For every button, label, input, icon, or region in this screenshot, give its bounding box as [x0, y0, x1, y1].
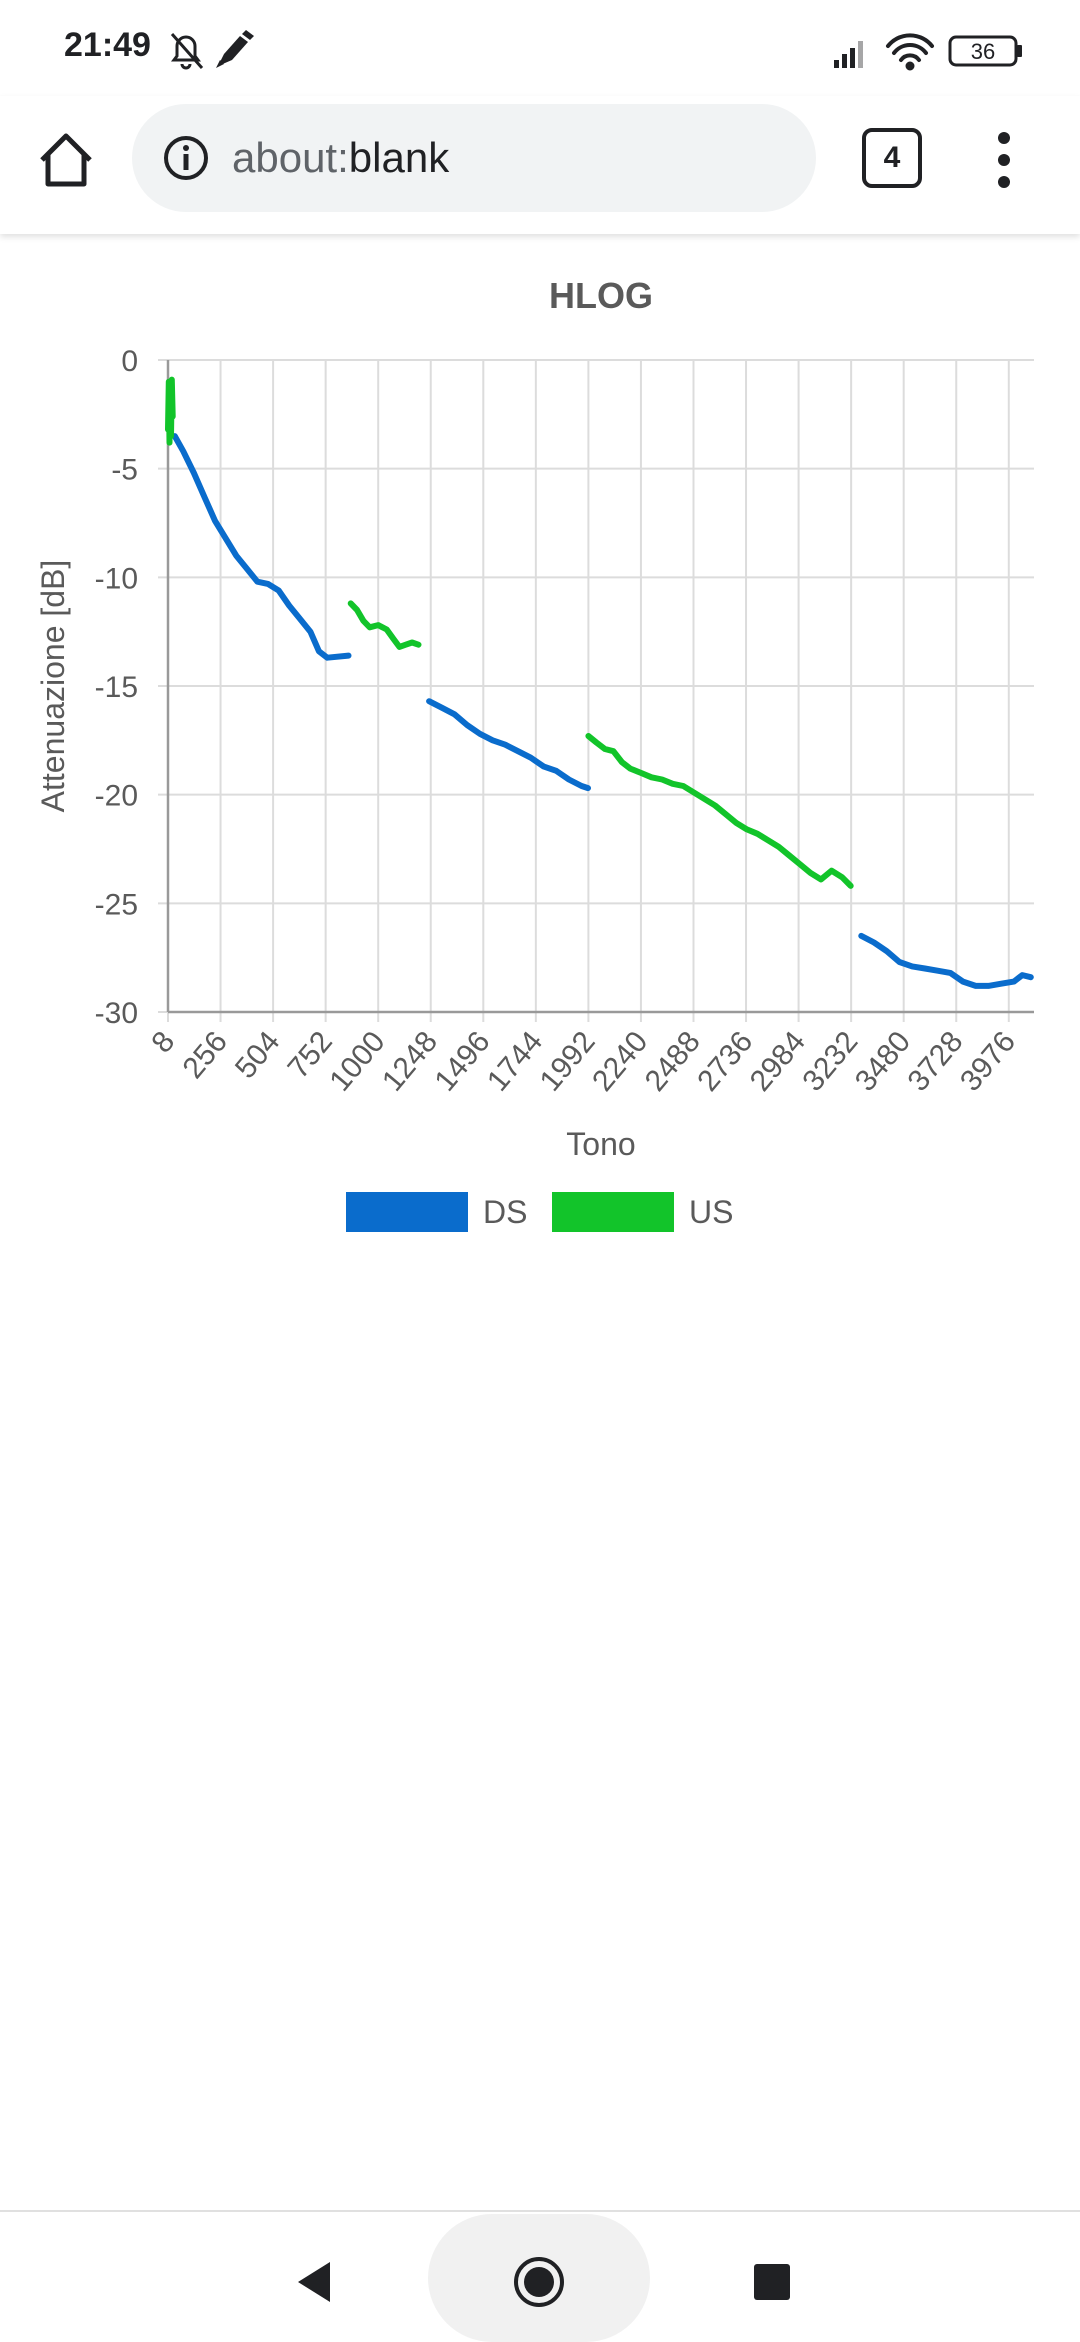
x-axis-label: Tono — [566, 1126, 635, 1162]
y-tick-label: -20 — [95, 780, 138, 813]
url-scheme: about: — [232, 134, 349, 181]
info-icon[interactable] — [162, 134, 210, 182]
series-ds-line — [171, 433, 352, 661]
battery-icon: 36 — [948, 35, 1022, 67]
x-tick-label: 1496 — [428, 1025, 496, 1097]
x-tick-label: 2736 — [691, 1025, 759, 1097]
x-tick-label: 3728 — [901, 1025, 969, 1097]
y-tick-label: -5 — [111, 454, 138, 487]
status-time: 21:49 — [64, 26, 151, 64]
status-bar: 21:49 36 — [0, 0, 1080, 96]
legend-ds-swatch — [346, 1192, 468, 1232]
url-text[interactable]: about:blank — [232, 134, 449, 182]
hlog-chart: HLOG0-5-10-15-20-25-30825650475210001248… — [35, 275, 1034, 1232]
back-icon[interactable] — [288, 2254, 344, 2310]
home-icon[interactable] — [30, 124, 102, 196]
y-tick-label: -25 — [95, 888, 138, 921]
x-tick-label: 2240 — [586, 1025, 654, 1097]
wifi-icon — [886, 33, 934, 71]
x-tick-label: 3976 — [954, 1025, 1022, 1097]
navigation-bar — [0, 2210, 1080, 2342]
series-us-line — [585, 733, 854, 889]
y-tick-label: 0 — [121, 345, 138, 378]
chart-container: HLOG 0 -5 -10 -15 -20 -25 -30 8 256 504 752 1000 1248… — [0, 260, 1080, 1280]
pen-icon — [216, 30, 254, 68]
recents-icon[interactable] — [744, 2254, 800, 2310]
url-host: blank — [348, 134, 450, 181]
x-tick-label: 504 — [229, 1025, 286, 1085]
legend-us-label: US — [689, 1194, 733, 1230]
y-tick-label: -15 — [95, 671, 138, 704]
y-axis-label: Attenuazione [dB] — [35, 560, 71, 813]
browser-toolbar: about:blank 4 — [0, 96, 1080, 234]
url-bar[interactable]: about:blank — [132, 104, 816, 212]
series-us-line — [347, 600, 422, 650]
x-tick-label: 1000 — [323, 1025, 391, 1097]
y-tick-label: -30 — [95, 997, 138, 1030]
x-tick-label: 2488 — [639, 1025, 707, 1097]
x-tick-label: 1744 — [481, 1025, 549, 1097]
x-tick-label: 3480 — [849, 1025, 917, 1097]
x-tick-label: 1248 — [376, 1025, 444, 1097]
x-tick-label: 2984 — [744, 1025, 812, 1097]
series-us-line — [165, 376, 176, 446]
series-ds-line — [426, 698, 591, 792]
tabs-icon: 4 — [862, 128, 922, 188]
status-icons-left — [170, 30, 254, 70]
legend-us-swatch — [552, 1192, 674, 1232]
y-tick-label: -10 — [95, 562, 138, 595]
chart-title: HLOG — [549, 275, 653, 316]
x-tick-label: 1992 — [534, 1025, 602, 1097]
battery-level: 36 — [971, 39, 995, 64]
legend-ds-label: DS — [483, 1194, 527, 1230]
signal-icon — [834, 41, 863, 68]
tabs-button[interactable]: 4 — [862, 128, 922, 188]
x-tick-label: 256 — [176, 1025, 233, 1085]
x-tick-label: 8 — [145, 1025, 181, 1059]
status-icons-right: 36 — [834, 33, 1022, 71]
x-tick-label: 3232 — [796, 1025, 864, 1097]
notifications-muted-icon — [170, 33, 204, 70]
series-ds-line — [858, 932, 1034, 989]
home-circle-icon[interactable] — [511, 2254, 567, 2310]
more-vert-icon[interactable] — [980, 124, 1028, 196]
